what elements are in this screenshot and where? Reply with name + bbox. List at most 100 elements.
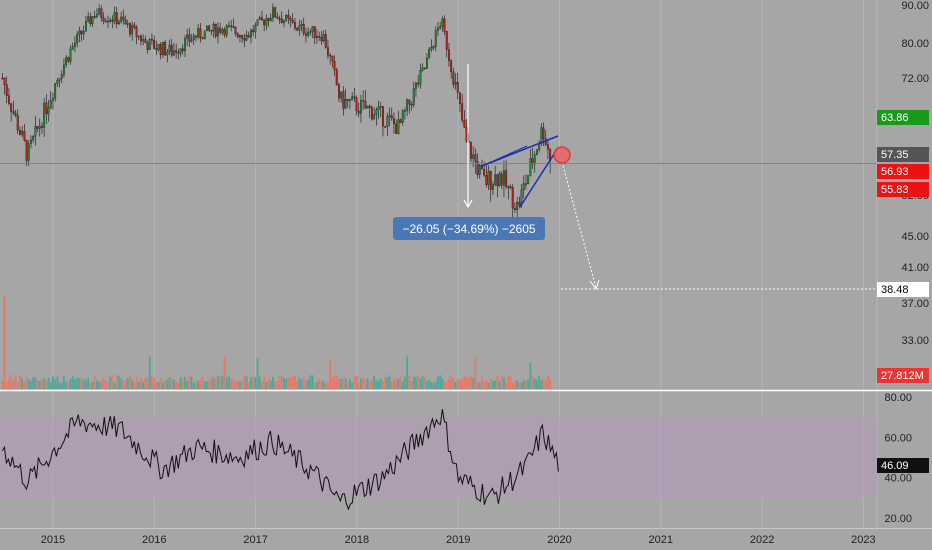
candle-body <box>434 30 437 47</box>
wedge-lower-line[interactable] <box>519 147 559 208</box>
candle-body <box>157 44 160 50</box>
candle-body <box>249 29 252 38</box>
volume-bar <box>386 377 389 389</box>
candle-body <box>406 99 409 111</box>
volume-bar <box>21 378 24 389</box>
wedge-inner-line[interactable] <box>481 145 528 167</box>
volume-bar <box>351 382 354 389</box>
volume-bar <box>208 379 211 389</box>
volume-bar <box>245 375 248 389</box>
candle-body <box>287 15 290 19</box>
volume-bar <box>525 380 527 389</box>
price-tick-label: 33.00 <box>901 335 929 347</box>
volume-series <box>1 295 552 389</box>
candle-body <box>225 25 228 36</box>
volume-bar <box>23 381 26 389</box>
candle-body <box>282 20 285 24</box>
price-tick-label: 72.00 <box>901 73 929 85</box>
volume-bar <box>496 375 499 389</box>
volume-bar <box>162 382 164 389</box>
volume-bar <box>109 377 112 389</box>
price-pane[interactable] <box>0 0 877 390</box>
volume-bar <box>129 375 131 389</box>
candle-body <box>142 39 145 42</box>
volume-bar <box>5 382 8 389</box>
volume-bar <box>287 377 290 389</box>
candle-body <box>498 173 501 187</box>
volume-bar <box>54 379 57 389</box>
volume-bar <box>547 375 549 389</box>
volume-bar <box>19 375 21 389</box>
wedge-upper-line[interactable] <box>481 135 559 167</box>
drawings[interactable] <box>463 64 877 291</box>
volume-bar <box>514 381 516 389</box>
candle-body <box>373 114 376 120</box>
price-tick-label: 37.00 <box>901 298 929 310</box>
volume-bar <box>71 375 74 389</box>
candle-body <box>278 18 281 20</box>
volume-bar <box>67 380 70 389</box>
volume-bar <box>25 377 28 389</box>
volume-bar <box>223 356 226 389</box>
candle-body <box>197 28 200 38</box>
volume-bar <box>269 380 272 389</box>
candle-body <box>93 16 96 18</box>
candle-body <box>377 106 380 111</box>
candle-body <box>56 80 59 84</box>
volume-bar <box>478 382 481 389</box>
candle-body <box>188 34 191 42</box>
candle-body <box>41 125 43 128</box>
candle-body <box>208 25 211 31</box>
candle-body <box>58 78 61 81</box>
target-arrow[interactable] <box>560 157 597 289</box>
candle-body <box>348 99 351 102</box>
candle-body <box>439 26 442 29</box>
candle-body <box>355 97 358 112</box>
volume-bar <box>12 379 15 389</box>
candle-body <box>161 42 164 56</box>
candle-body <box>186 34 189 39</box>
candle-body <box>428 49 431 59</box>
volume-bar <box>419 378 422 389</box>
candle-body <box>421 67 424 71</box>
volume-bar <box>415 376 417 389</box>
volume-bar <box>434 381 437 389</box>
candle-body <box>392 118 395 124</box>
candle-body <box>164 42 167 56</box>
volume-bar <box>146 377 149 389</box>
candle-body <box>322 34 325 42</box>
volume-spike <box>3 295 6 389</box>
candle-body <box>447 49 450 61</box>
volume-bar <box>151 375 153 389</box>
volume-bar <box>56 376 59 389</box>
volume-bar <box>426 380 428 389</box>
candle-body <box>375 109 378 115</box>
volume-bar <box>399 376 402 389</box>
candle-body <box>153 40 156 49</box>
time-tick-label: 2018 <box>345 534 369 546</box>
volume-bar <box>533 378 536 389</box>
volume-bar <box>243 375 246 389</box>
candle-body <box>80 30 83 35</box>
volume-bar <box>531 375 534 389</box>
measurement-label[interactable]: −26.05 (−34.69%) −2605 <box>393 217 545 240</box>
volume-bar <box>285 378 288 389</box>
volume-bar <box>280 376 283 389</box>
candle-body <box>344 99 347 109</box>
candle-body <box>148 39 151 51</box>
candle-body <box>516 202 519 211</box>
volume-bar <box>384 376 387 389</box>
volume-bar <box>437 376 439 389</box>
volume-bar <box>511 382 514 389</box>
volume-bar <box>221 375 224 389</box>
volume-bar <box>505 382 508 389</box>
candle-body <box>194 35 197 38</box>
volume-bar <box>87 377 90 389</box>
candle-body <box>10 103 13 112</box>
breakdown-marker[interactable] <box>553 146 571 164</box>
candle-body <box>412 88 415 106</box>
volume-bar <box>357 382 360 389</box>
candle-body <box>107 20 109 23</box>
volume-bar <box>463 376 466 389</box>
